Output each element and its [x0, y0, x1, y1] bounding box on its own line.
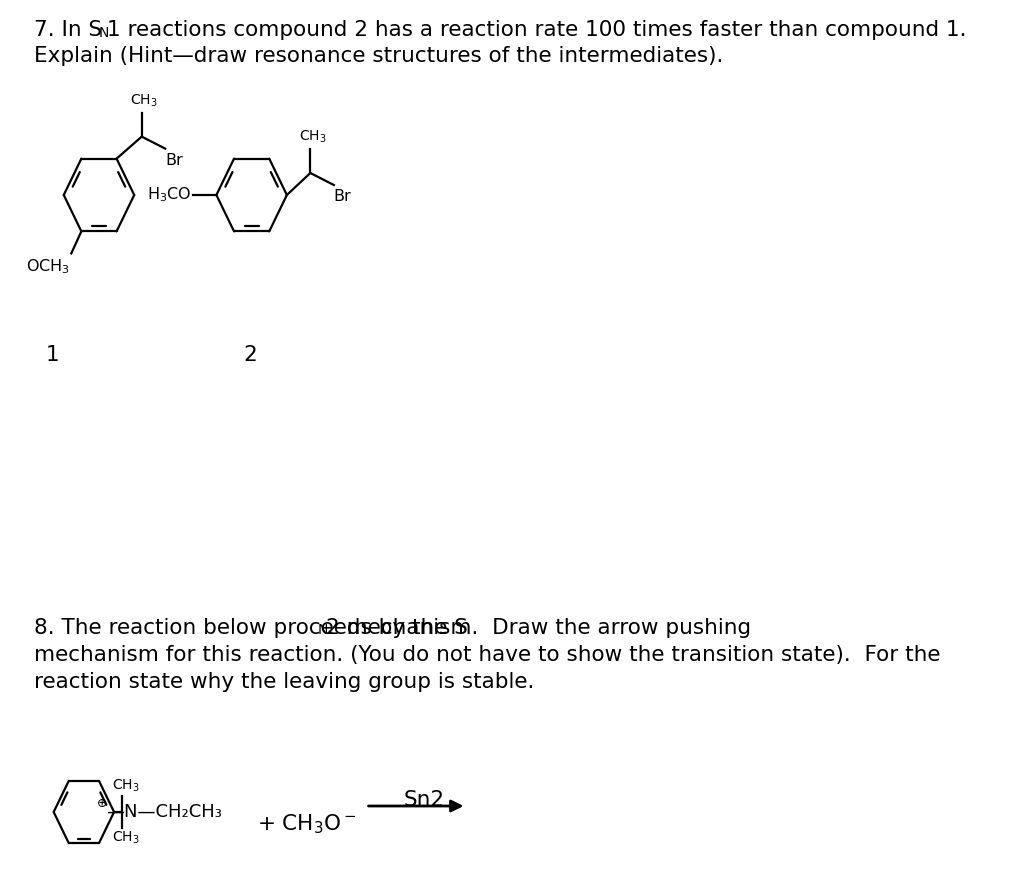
Text: H$_3$CO: H$_3$CO — [146, 186, 191, 205]
Text: N: N — [99, 26, 110, 40]
Text: N: N — [317, 623, 328, 637]
Text: 1: 1 — [46, 345, 59, 365]
Text: 1 reactions compound 2 has a reaction rate 100 times faster than compound 1.: 1 reactions compound 2 has a reaction ra… — [108, 20, 967, 40]
Text: CH$_3$: CH$_3$ — [130, 93, 158, 109]
Text: CH$_3$: CH$_3$ — [299, 128, 327, 145]
Text: 2: 2 — [244, 345, 257, 365]
Text: 2 mechanism.  Draw the arrow pushing: 2 mechanism. Draw the arrow pushing — [327, 618, 752, 638]
Text: 8. The reaction below proceeds by the S: 8. The reaction below proceeds by the S — [34, 618, 467, 638]
Text: Br: Br — [334, 189, 351, 204]
Text: mechanism for this reaction. (You do not have to show the transition state).  Fo: mechanism for this reaction. (You do not… — [34, 645, 940, 665]
Text: Sn2: Sn2 — [403, 790, 444, 810]
Text: reaction state why the leaving group is stable.: reaction state why the leaving group is … — [34, 672, 534, 692]
Text: ⊕: ⊕ — [97, 797, 108, 810]
Text: + CH$_3$O$^-$: + CH$_3$O$^-$ — [257, 812, 356, 836]
Text: 7. In S: 7. In S — [34, 20, 101, 40]
Text: CH$_3$: CH$_3$ — [113, 778, 140, 794]
Text: CH$_3$: CH$_3$ — [113, 830, 140, 846]
Text: Explain (Hint—draw resonance structures of the intermediates).: Explain (Hint—draw resonance structures … — [34, 46, 723, 66]
Text: Br: Br — [165, 152, 183, 167]
Text: OCH$_3$: OCH$_3$ — [26, 257, 70, 276]
Text: —N—CH₂CH₃: —N—CH₂CH₃ — [105, 803, 221, 821]
